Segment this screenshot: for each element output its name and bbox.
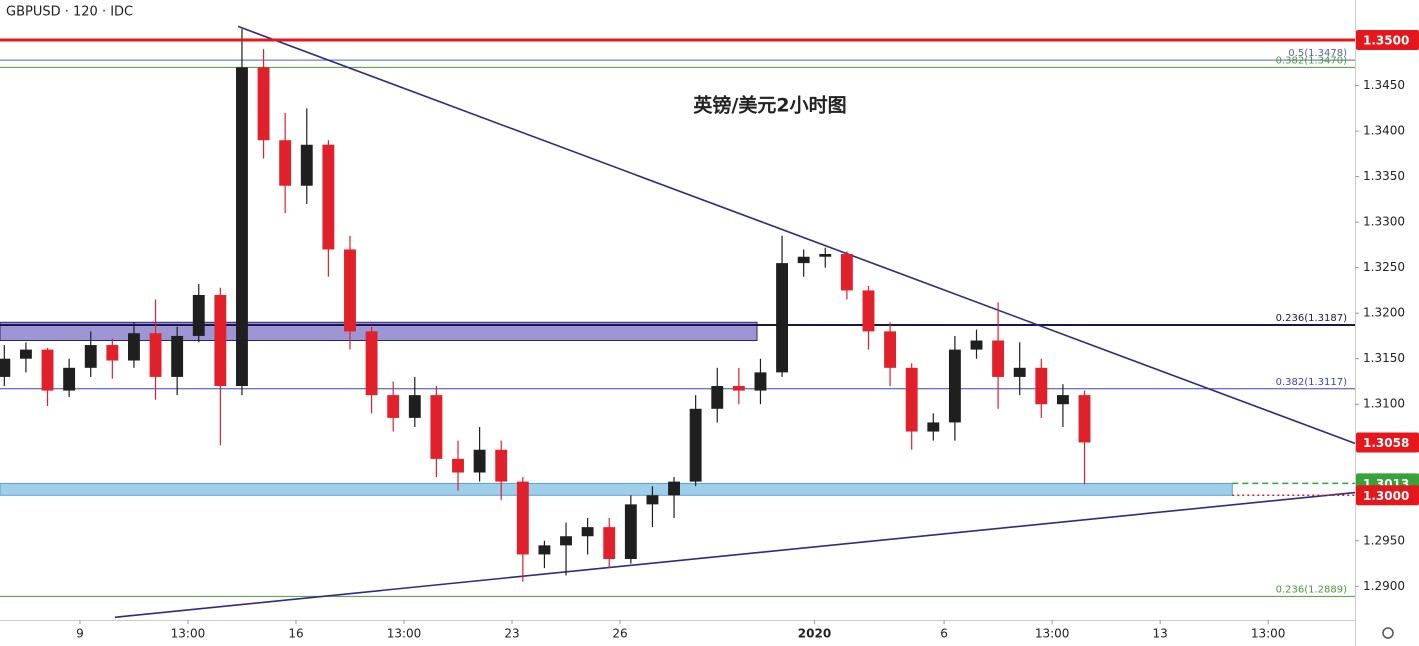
candle-body (538, 545, 551, 555)
candle-body (495, 449, 508, 482)
candle-body (63, 367, 76, 391)
fib-label: 0.236(1.3187) (1276, 313, 1348, 324)
candle-body (862, 290, 875, 332)
candle-body (905, 367, 918, 432)
trendline (237, 25, 1356, 445)
x-tick-label: 16 (288, 627, 303, 641)
price-tag-label: 1.3500 (1363, 34, 1409, 48)
y-tick-label: 1.3300 (1363, 215, 1405, 229)
price-tag (1356, 30, 1419, 51)
fib-label: 0.382(1.3117) (1276, 377, 1348, 388)
candle-body (840, 254, 853, 291)
x-tick-label: 9 (76, 627, 84, 641)
chart-title: GBPUSD · 120 · IDC (6, 5, 133, 20)
candle-body (754, 372, 767, 391)
candle-body (581, 527, 594, 537)
zone (0, 321, 758, 341)
candle-body (560, 536, 572, 546)
y-tick-label: 1.3400 (1363, 124, 1405, 138)
trendline (114, 491, 1356, 619)
candle-body (171, 335, 184, 377)
candle-body (516, 481, 529, 555)
x-tick-label: 13:00 (1035, 627, 1070, 641)
candle-body (0, 358, 11, 377)
candle-body (408, 395, 421, 418)
x-tick-label: 13:00 (171, 627, 206, 641)
candle-body (149, 333, 162, 377)
candle-body (387, 395, 400, 418)
candle-body (128, 333, 140, 361)
x-tick-label: 13:00 (387, 627, 422, 641)
y-tick-label: 1.3150 (1363, 351, 1405, 365)
x-tick-label: 2020 (798, 627, 831, 641)
zone (0, 482, 1233, 496)
price-tag-label: 1.3058 (1363, 436, 1409, 450)
fib-label: 0.236(1.2889) (1276, 584, 1348, 595)
candle-body (84, 345, 97, 368)
candle-body (192, 294, 205, 336)
candle-body (19, 349, 32, 359)
annotation: 英镑/美元2小时图 (693, 94, 846, 117)
candle-body (1056, 395, 1069, 405)
candle-body (776, 263, 789, 373)
candle-body (1078, 395, 1091, 443)
gear[interactable] (1382, 627, 1394, 639)
x-tick-label: 23 (504, 627, 519, 641)
candle-body (797, 256, 810, 264)
candle-body (279, 140, 292, 186)
candle-body (992, 340, 1005, 377)
x-tick-label: 13 (1152, 627, 1167, 641)
y-tick-label: 1.3200 (1363, 306, 1405, 320)
x-tick-label: 6 (940, 627, 948, 641)
fib-label: 0.5(1.3478) (1288, 48, 1347, 59)
y-tick-label: 1.3450 (1363, 78, 1405, 92)
candle-body (214, 294, 227, 387)
candle-body (948, 349, 961, 423)
price-tag (1356, 432, 1419, 453)
candle-body (603, 527, 616, 560)
candle-body (646, 495, 659, 505)
candle-body (668, 481, 680, 496)
candle-body (473, 449, 486, 473)
candle-body (819, 254, 832, 257)
candle-body (732, 386, 745, 391)
candle-body (1035, 367, 1048, 405)
y-tick-label: 1.2950 (1363, 533, 1405, 547)
candle-body (689, 408, 702, 482)
price-tag (1356, 485, 1419, 506)
y-tick-label: 1.3100 (1363, 397, 1405, 411)
candle-body (300, 144, 313, 186)
candle-body (452, 458, 464, 473)
x-tick-label: 26 (612, 627, 627, 641)
candle-body (106, 345, 119, 361)
candle-body (884, 331, 897, 368)
candle-body (41, 349, 54, 391)
price-tag-label: 1.3000 (1363, 489, 1409, 503)
candle-body (322, 144, 335, 250)
y-tick-label: 1.3250 (1363, 260, 1405, 274)
candle-body (970, 340, 983, 350)
fib-label: 0.382(1.3470) (1276, 55, 1348, 66)
candle-body (257, 67, 270, 141)
settings-icon[interactable] (1382, 627, 1394, 639)
candle-body (1013, 367, 1026, 377)
candle-body (365, 331, 378, 396)
candle-body (624, 504, 637, 560)
candle-body (430, 395, 443, 459)
candle-body (344, 249, 356, 332)
y-tick-label: 1.3350 (1363, 169, 1405, 183)
candle-body (711, 386, 724, 409)
y-tick-label: 1.2900 (1363, 579, 1405, 593)
candle-body (927, 422, 940, 432)
candle-body (236, 67, 248, 387)
x-tick-label: 13:00 (1251, 627, 1286, 641)
